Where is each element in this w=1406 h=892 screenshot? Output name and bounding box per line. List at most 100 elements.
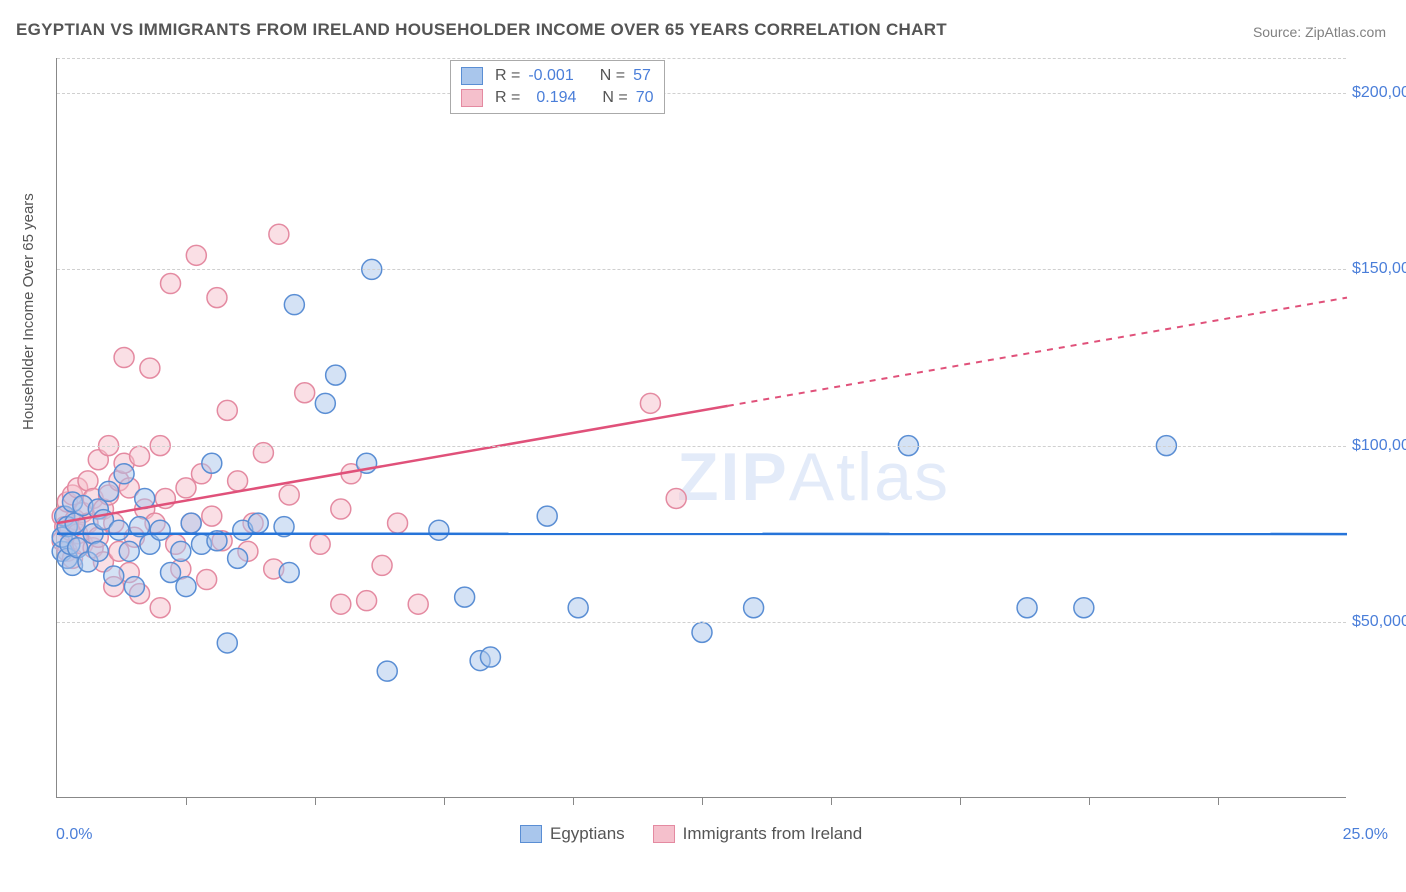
data-point bbox=[228, 471, 248, 491]
gridline bbox=[57, 93, 1346, 94]
y-tick-label: $200,000 bbox=[1352, 84, 1406, 102]
data-point bbox=[197, 570, 217, 590]
data-point bbox=[455, 587, 475, 607]
x-tick bbox=[573, 797, 574, 805]
r-label: R = bbox=[495, 67, 520, 85]
data-point bbox=[429, 520, 449, 540]
data-point bbox=[207, 288, 227, 308]
data-point bbox=[692, 622, 712, 642]
data-point bbox=[114, 464, 134, 484]
data-point bbox=[331, 594, 351, 614]
x-tick bbox=[1089, 797, 1090, 805]
data-point bbox=[279, 485, 299, 505]
chart-root: EGYPTIAN VS IMMIGRANTS FROM IRELAND HOUS… bbox=[0, 0, 1406, 892]
data-point bbox=[161, 274, 181, 294]
data-point bbox=[480, 647, 500, 667]
swatch-series-b bbox=[461, 89, 483, 107]
gridline bbox=[57, 269, 1346, 270]
legend-item-a: Egyptians bbox=[520, 824, 625, 844]
data-point bbox=[326, 365, 346, 385]
data-point bbox=[1017, 598, 1037, 618]
data-point bbox=[114, 348, 134, 368]
data-point bbox=[124, 577, 144, 597]
data-point bbox=[186, 245, 206, 265]
legend-row-b: R = 0.194 N = 70 bbox=[461, 87, 654, 109]
data-point bbox=[176, 478, 196, 498]
plot-svg bbox=[57, 58, 1346, 797]
n-label: N = bbox=[602, 89, 627, 107]
series-a-name: Egyptians bbox=[550, 824, 625, 844]
data-point bbox=[1074, 598, 1094, 618]
plot-area: ZIPAtlas $50,000$100,000$150,000$200,000 bbox=[56, 58, 1346, 798]
x-tick bbox=[702, 797, 703, 805]
trend-line-extrapolated bbox=[728, 298, 1347, 406]
data-point bbox=[315, 393, 335, 413]
n-value-b: 70 bbox=[636, 89, 654, 107]
data-point bbox=[248, 513, 268, 533]
data-point bbox=[666, 488, 686, 508]
r-value-b: 0.194 bbox=[536, 89, 576, 107]
data-point bbox=[310, 534, 330, 554]
y-tick-label: $150,000 bbox=[1352, 260, 1406, 278]
data-point bbox=[99, 481, 119, 501]
data-point bbox=[377, 661, 397, 681]
data-point bbox=[744, 598, 764, 618]
x-tick bbox=[960, 797, 961, 805]
x-axis-min: 0.0% bbox=[56, 826, 92, 844]
x-tick bbox=[186, 797, 187, 805]
data-point bbox=[181, 513, 201, 533]
y-axis-title: Householder Income Over 65 years bbox=[20, 193, 37, 430]
data-point bbox=[217, 400, 237, 420]
gridline bbox=[57, 58, 1346, 59]
x-tick bbox=[831, 797, 832, 805]
data-point bbox=[104, 566, 124, 586]
swatch-series-a bbox=[461, 67, 483, 85]
chart-title: EGYPTIAN VS IMMIGRANTS FROM IRELAND HOUS… bbox=[16, 20, 947, 40]
data-point bbox=[130, 446, 150, 466]
data-point bbox=[372, 555, 392, 575]
data-point bbox=[202, 453, 222, 473]
data-point bbox=[176, 577, 196, 597]
x-tick bbox=[315, 797, 316, 805]
data-point bbox=[202, 506, 222, 526]
data-point bbox=[171, 541, 191, 561]
source-attribution: Source: ZipAtlas.com bbox=[1253, 24, 1386, 40]
data-point bbox=[568, 598, 588, 618]
gridline bbox=[57, 622, 1346, 623]
swatch-series-a bbox=[520, 825, 542, 843]
data-point bbox=[284, 295, 304, 315]
trend-line bbox=[57, 406, 728, 523]
data-point bbox=[388, 513, 408, 533]
series-b-name: Immigrants from Ireland bbox=[683, 824, 863, 844]
data-point bbox=[150, 598, 170, 618]
data-point bbox=[357, 591, 377, 611]
n-label: N = bbox=[600, 67, 625, 85]
y-tick-label: $50,000 bbox=[1352, 613, 1406, 631]
legend-row-a: R = -0.001 N = 57 bbox=[461, 65, 654, 87]
correlation-legend: R = -0.001 N = 57 R = 0.194 N = 70 bbox=[450, 60, 665, 114]
y-tick-label: $100,000 bbox=[1352, 437, 1406, 455]
n-value-a: 57 bbox=[633, 67, 651, 85]
data-point bbox=[217, 633, 237, 653]
data-point bbox=[150, 520, 170, 540]
r-label: R = bbox=[495, 89, 520, 107]
data-point bbox=[295, 383, 315, 403]
data-point bbox=[78, 471, 98, 491]
data-point bbox=[119, 541, 139, 561]
data-point bbox=[331, 499, 351, 519]
data-point bbox=[161, 562, 181, 582]
swatch-series-b bbox=[653, 825, 675, 843]
data-point bbox=[408, 594, 428, 614]
data-point bbox=[537, 506, 557, 526]
series-legend: Egyptians Immigrants from Ireland bbox=[520, 824, 862, 844]
data-point bbox=[269, 224, 289, 244]
data-point bbox=[640, 393, 660, 413]
data-point bbox=[140, 358, 160, 378]
x-tick bbox=[1218, 797, 1219, 805]
gridline bbox=[57, 446, 1346, 447]
data-point bbox=[88, 541, 108, 561]
data-point bbox=[279, 562, 299, 582]
legend-item-b: Immigrants from Ireland bbox=[653, 824, 863, 844]
x-axis-max: 25.0% bbox=[1343, 826, 1388, 844]
r-value-a: -0.001 bbox=[528, 67, 573, 85]
